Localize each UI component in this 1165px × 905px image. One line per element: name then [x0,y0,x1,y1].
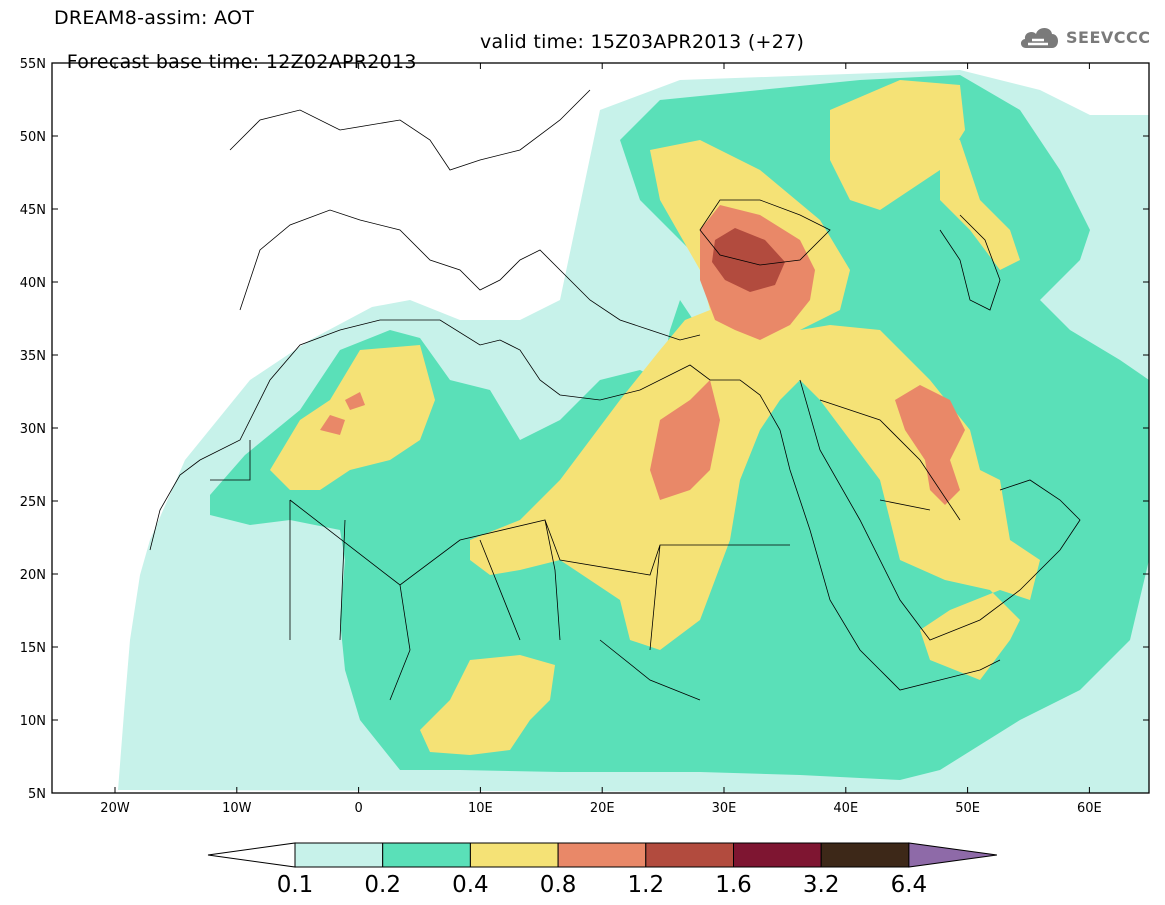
valid-time: valid time: 15Z03APR2013 (+27) [480,31,805,53]
seevccc-logo: SEEVCCC [1018,22,1151,52]
lat-label: 40N [20,276,46,291]
lat-label: 5N [28,787,46,802]
aot-field [118,70,1149,793]
colorbar-segment [733,842,822,868]
colorbar-segment [820,842,910,868]
colorbar-segment [294,842,384,868]
lat-label: 25N [20,495,46,510]
map-title: DREAM8-assim: AOT [54,7,255,29]
logo-text: SEEVCCC [1066,27,1151,47]
latitude-axis: 55N 50N 45N 40N 35N 30N 25N 20N 15N 10N 5N [20,57,1149,802]
colorbar-segment [557,842,647,868]
coastline-arabia [799,379,1081,641]
cloud-icon [1020,28,1058,48]
border-lines [210,399,961,701]
aot-contour-0.4 [470,140,1040,680]
colorbar-segment [469,842,559,868]
colorbar-label: 6.4 [891,872,928,898]
lat-label: 45N [20,203,46,218]
base-time: Forecast base time: 12Z02APR2013 [66,51,417,73]
colorbar-label: 0.2 [364,872,401,898]
coastline-africa [149,319,1001,691]
lat-label: 15N [20,641,46,656]
coastline-europe [239,209,701,341]
lat-label: 35N [20,349,46,364]
coastline-caspian [939,214,1001,311]
longitude-axis: 20W 10W 0 10E 20E 30E 40E 50E 60E [100,63,1102,816]
colorbar-label: 1.6 [715,872,752,898]
lon-label: 20W [100,801,130,816]
colorbar-label: 3.2 [803,872,840,898]
lon-label: 40E [833,801,858,816]
lon-label: 60E [1077,801,1102,816]
lon-label: 10E [468,801,493,816]
coastline-blacksea [699,199,831,266]
colorbar-label: 0.8 [540,872,577,898]
colorbar-over-arrow [908,842,997,868]
coastlines-borders [149,89,1081,701]
lon-label: 20E [590,801,615,816]
aot-contour-1.2 [712,228,785,292]
lon-label: 0 [354,801,362,816]
forecast-times: Forecast base time: 12Z02APR2013 valid t… [54,32,804,92]
lon-label: 30E [712,801,737,816]
lat-label: 10N [20,714,46,729]
lat-label: 20N [20,568,46,583]
colorbar-label: 1.2 [628,872,665,898]
colorbar-label: 0.4 [452,872,489,898]
lon-label: 10W [222,801,252,816]
colorbar-under-arrow [207,842,296,868]
colorbar-segment [645,842,734,868]
lat-label: 55N [20,57,46,72]
lat-label: 30N [20,422,46,437]
lat-label: 50N [20,130,46,145]
lon-label: 50E [955,801,980,816]
colorbar-label: 0.1 [277,872,314,898]
coastline-north [229,89,591,171]
colorbar: 0.1 0.2 0.4 0.8 1.2 1.6 3.2 6.4 [207,842,997,898]
colorbar-segment [382,842,471,868]
